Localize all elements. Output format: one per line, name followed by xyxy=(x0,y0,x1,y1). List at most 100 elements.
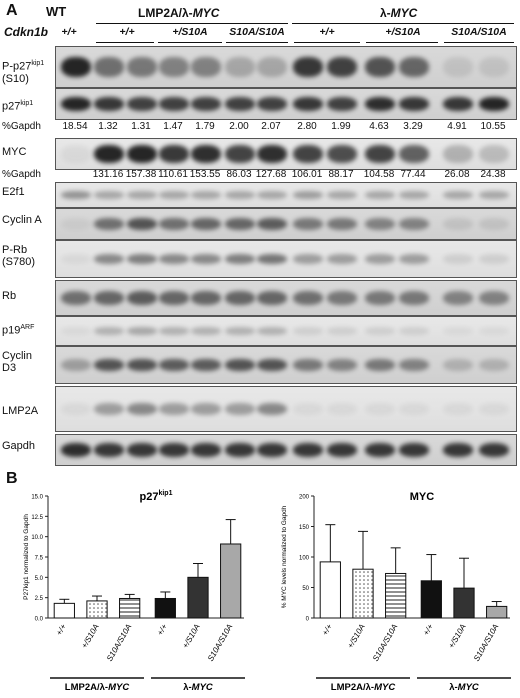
group-underline-myc xyxy=(292,23,514,24)
y-tick-label: 0 xyxy=(306,617,310,623)
row-label-rb: Rb xyxy=(2,290,17,302)
gapdh-pct-value: 127.68 xyxy=(255,169,287,180)
category-label: +/+ xyxy=(320,622,334,637)
blot-band xyxy=(127,403,157,415)
blot-band xyxy=(127,145,157,163)
genotype-underline xyxy=(96,42,154,43)
blot-cyclin-d3 xyxy=(55,346,517,384)
blot-band xyxy=(365,403,395,415)
y-tick-label: 200 xyxy=(299,495,310,501)
gapdh-pct-value: 157.38 xyxy=(125,169,157,180)
y-tick-label: 100 xyxy=(299,556,310,562)
blot-band xyxy=(327,291,357,305)
row-label-p-p27: P-p27kip1 (S10) xyxy=(2,60,45,85)
bar xyxy=(352,568,374,619)
blot-band xyxy=(61,443,91,457)
blot-band xyxy=(443,145,473,163)
panel-a-label: A xyxy=(6,2,18,19)
blot-band xyxy=(61,327,91,335)
blot-band xyxy=(479,254,509,264)
blot-band xyxy=(365,443,395,457)
category-label: +/S10A xyxy=(181,623,202,650)
category-label: S10A/S10A xyxy=(472,623,500,663)
chart-myc: MYC 0 50 100 150 200 % MYC levels normalized t… xyxy=(281,491,511,693)
blot-band xyxy=(159,145,189,163)
blot-band xyxy=(443,359,473,371)
chart-title: MYC xyxy=(410,491,435,503)
blot-band xyxy=(225,97,255,111)
blot-band xyxy=(327,327,357,335)
blot-band xyxy=(94,191,124,199)
chart-p27: p27kip1 0.0 2.5 5.0 7.5 10.0 12.5 15.0 P27kip1 n… xyxy=(23,490,245,693)
gapdh-pct-value: 1.99 xyxy=(331,121,351,132)
blot-band xyxy=(479,403,509,415)
gapdh-pct-value: 1.31 xyxy=(131,121,151,132)
blot-band xyxy=(191,218,221,230)
blot-band xyxy=(293,254,323,264)
group-label: λ-MYC xyxy=(449,682,479,693)
genotype-myc-hom: S10A/S10A xyxy=(451,26,507,38)
blot-band xyxy=(399,57,429,77)
gapdh-pct-value: 77.44 xyxy=(400,169,426,180)
blot-band xyxy=(257,254,287,264)
gapdh-pct-value: 131.16 xyxy=(92,169,124,180)
y-tick-label: 50 xyxy=(302,586,309,592)
blot-band xyxy=(127,218,157,230)
genotype-myc-wt: +/+ xyxy=(319,26,335,38)
y-tick-label: 15.0 xyxy=(31,495,43,501)
blot-band xyxy=(94,403,124,415)
blot-band xyxy=(327,218,357,230)
gapdh-pct-value: 18.54 xyxy=(62,121,88,132)
blot-band xyxy=(61,145,91,163)
blot-band xyxy=(443,254,473,264)
blot-band xyxy=(327,403,357,415)
gapdh-pct-value: 4.91 xyxy=(447,121,467,132)
blot-band xyxy=(293,443,323,457)
bar xyxy=(187,576,209,619)
blot-cyclin-a xyxy=(55,208,517,240)
blot-band xyxy=(94,291,124,305)
blot-band xyxy=(225,359,255,371)
row-label-e2f1: E2f1 xyxy=(2,186,25,198)
category-label: +/+ xyxy=(421,622,435,637)
blot-band xyxy=(159,57,189,77)
blot-band xyxy=(365,359,395,371)
blot-band xyxy=(479,145,509,163)
blot-band xyxy=(479,218,509,230)
bar xyxy=(154,597,176,619)
blot-band xyxy=(479,359,509,371)
blot-band xyxy=(61,191,91,199)
blot-band xyxy=(257,403,287,415)
category-label: S10A/S10A xyxy=(105,623,133,663)
blot-band xyxy=(127,254,157,264)
blot-band xyxy=(61,403,91,415)
blot-band xyxy=(94,97,124,111)
blot-band xyxy=(399,443,429,457)
blot-band xyxy=(127,191,157,199)
genotype-lmp2a-hom: S10A/S10A xyxy=(229,26,285,38)
y-tick-label: 2.5 xyxy=(35,596,44,602)
genotype-underline xyxy=(226,42,288,43)
blot-rb xyxy=(55,280,517,316)
blot-band xyxy=(61,254,91,264)
blot-band xyxy=(399,403,429,415)
row-label-cyclin-d3: Cyclin D3 xyxy=(2,350,32,374)
blot-band xyxy=(225,191,255,199)
gapdh-pct-value: 1.32 xyxy=(98,121,118,132)
blot-band xyxy=(61,97,91,111)
genotype-underline xyxy=(294,42,360,43)
blot-band xyxy=(399,218,429,230)
blot-band xyxy=(443,403,473,415)
blot-p27 xyxy=(55,88,517,120)
genotype-myc-het: +/S10A xyxy=(385,26,421,38)
blot-band xyxy=(293,218,323,230)
blot-band xyxy=(191,57,221,77)
blot-band xyxy=(191,359,221,371)
blot-band xyxy=(327,97,357,111)
blot-band xyxy=(479,327,509,335)
blot-band xyxy=(365,291,395,305)
row-label-myc-gapdh-pct: %Gapdh xyxy=(2,169,41,180)
cdkn1b-label: Cdkn1b xyxy=(4,25,49,39)
blot-band xyxy=(443,57,473,77)
blot-band xyxy=(257,291,287,305)
